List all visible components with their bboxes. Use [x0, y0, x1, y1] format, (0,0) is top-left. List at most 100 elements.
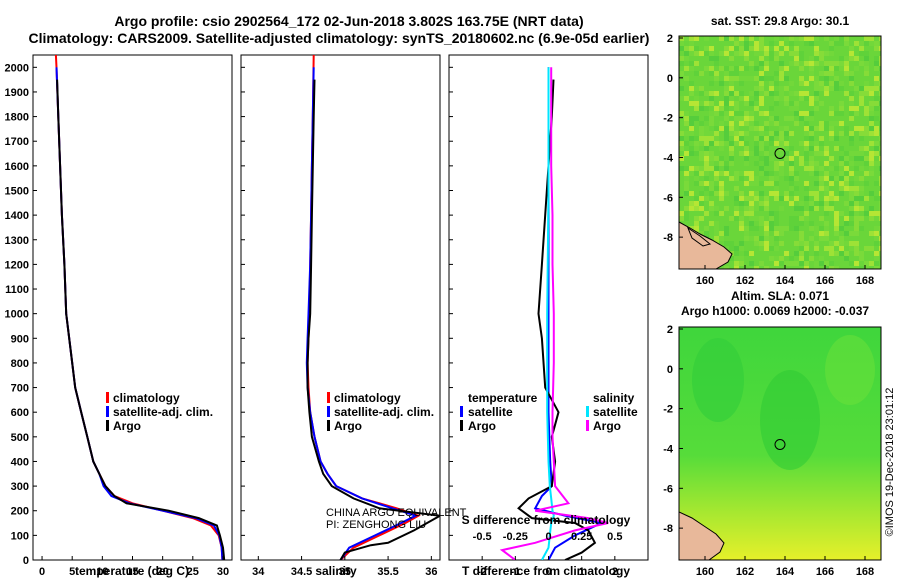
sst-cell — [749, 101, 754, 106]
sst-cell — [729, 71, 734, 76]
sst-cell — [829, 106, 834, 111]
sst-cell — [759, 201, 764, 206]
sst-cell — [689, 61, 694, 66]
sst-cell — [724, 116, 729, 121]
sst-cell — [819, 76, 824, 81]
sst-cell — [704, 131, 709, 136]
sst-cell — [864, 106, 869, 111]
sst-cell — [809, 41, 814, 46]
sst-cell — [814, 126, 819, 131]
sst-cell — [744, 226, 749, 231]
legend-swatch-climatology — [106, 392, 109, 403]
sst-cell — [784, 96, 789, 101]
sst-cell — [879, 201, 881, 206]
sst-cell — [834, 61, 839, 66]
sst-cell — [824, 261, 829, 266]
sst-cell — [874, 126, 879, 131]
sst-cell — [814, 96, 819, 101]
sst-cell — [799, 51, 804, 56]
sst-cell — [729, 101, 734, 106]
sst-cell — [754, 191, 759, 196]
sst-cell — [819, 166, 824, 171]
sst-cell — [839, 186, 844, 191]
sst-cell — [879, 236, 881, 241]
depth-tick-label: 100 — [11, 530, 29, 542]
sst-cell — [824, 176, 829, 181]
sst-cell — [869, 216, 874, 221]
legend-label-s-argo: Argo — [593, 419, 621, 433]
sst-cell — [784, 226, 789, 231]
sst-cell — [789, 106, 794, 111]
sst-cell — [804, 166, 809, 171]
sst-cell — [744, 236, 749, 241]
sst-cell — [814, 146, 819, 151]
sst-cell — [849, 51, 854, 56]
sst-cell — [824, 126, 829, 131]
sst-cell — [739, 241, 744, 246]
legend-label-satellite: satellite-adj. clim. — [334, 405, 434, 419]
sst-cell — [789, 81, 794, 86]
sst-cell — [714, 91, 719, 96]
sst-cell — [694, 171, 699, 176]
sst-cell — [774, 236, 779, 241]
sst-cell — [839, 226, 844, 231]
sst-cell — [714, 156, 719, 161]
sst-cell — [799, 156, 804, 161]
sst-cell — [759, 181, 764, 186]
sla-map-feature — [760, 370, 820, 470]
sst-cell — [714, 106, 719, 111]
depth-tick-label: 800 — [11, 358, 29, 370]
sst-cell — [879, 81, 881, 86]
sst-cell — [699, 136, 704, 141]
sst-cell — [864, 51, 869, 56]
sst-cell — [794, 176, 799, 181]
sst-cell — [724, 46, 729, 51]
sst-cell — [814, 266, 819, 269]
sst-cell — [734, 41, 739, 46]
sst-cell — [774, 196, 779, 201]
sst-cell — [749, 111, 754, 116]
temperature-series-climatology — [54, 55, 224, 560]
sst-cell — [844, 221, 849, 226]
sst-cell — [789, 41, 794, 46]
sst-cell — [854, 86, 859, 91]
depth-tick-label: 900 — [11, 333, 29, 345]
sst-cell — [789, 186, 794, 191]
figure-title-line1: Argo profile: csio 2902564_172 02-Jun-20… — [114, 13, 583, 29]
sst-cell — [774, 261, 779, 266]
sst-cell — [734, 176, 739, 181]
sst-cell — [809, 191, 814, 196]
sst-cell — [839, 181, 844, 186]
sst-cell — [724, 96, 729, 101]
sst-cell — [764, 151, 769, 156]
sst-cell — [879, 56, 881, 61]
sst-cell — [829, 176, 834, 181]
sst-cell — [749, 261, 754, 266]
sst-cell — [724, 161, 729, 166]
sst-cell — [814, 206, 819, 211]
sla-map-feature — [692, 338, 744, 422]
sst-cell — [734, 101, 739, 106]
sst-cell — [694, 106, 699, 111]
sst-cell — [814, 76, 819, 81]
sst-cell — [794, 261, 799, 266]
sst-cell — [714, 71, 719, 76]
sst-cell — [724, 111, 729, 116]
sst-cell — [849, 261, 854, 266]
sst-cell — [729, 86, 734, 91]
sst-cell — [794, 36, 799, 41]
sst-cell — [879, 181, 881, 186]
sst-cell — [854, 231, 859, 236]
sst-cell — [834, 111, 839, 116]
sst-cell — [869, 101, 874, 106]
sst-cell — [789, 156, 794, 161]
sst-cell — [724, 241, 729, 246]
sst-cell — [724, 101, 729, 106]
sst-cell — [779, 231, 784, 236]
sst-cell — [784, 176, 789, 181]
sst-cell — [714, 221, 719, 226]
sst-cell — [754, 161, 759, 166]
sst-cell — [814, 106, 819, 111]
sst-cell — [834, 86, 839, 91]
